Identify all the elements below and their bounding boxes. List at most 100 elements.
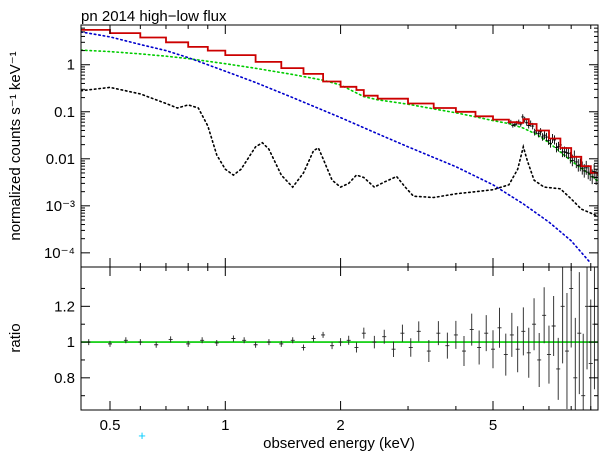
ratio-data-point [484, 315, 489, 352]
ratio-y-axis-label: ratio [7, 323, 24, 352]
x-tick-label: 1 [221, 417, 229, 434]
ratio-data-point [321, 331, 326, 338]
ratio-data-point [408, 338, 413, 357]
spectrum-data-point [584, 160, 588, 175]
ratio-data-point [515, 326, 520, 373]
spectrum-data-point [564, 147, 568, 158]
ratio-y-tick-label: 1 [67, 334, 75, 351]
ratio-data-point [585, 267, 590, 370]
ratio-data-point [382, 329, 387, 344]
ratio-data-point [290, 337, 295, 344]
ratio-data-point [564, 293, 569, 410]
ratio-data-point [453, 320, 458, 349]
ratio-data-point [521, 307, 526, 356]
x-tick-label: 0.5 [100, 417, 121, 434]
spectrum-data-point [545, 132, 549, 142]
ratio-data-point [560, 267, 565, 364]
ratio-data-point [551, 295, 556, 356]
ratio-data-point [346, 335, 351, 345]
ratio-data-point [573, 317, 578, 410]
ratio-data-point [509, 312, 514, 357]
model-curve-3 [81, 86, 598, 218]
spectrum-data-point [541, 133, 545, 141]
spectrum-plot-frame [80, 24, 599, 268]
ratio-data-point [311, 335, 316, 342]
spectrum-y-tick-label: 10⁻⁴ [44, 245, 75, 262]
ratio-data-point [400, 324, 405, 342]
ratio-data-point [138, 339, 143, 346]
ratio-data-point [537, 332, 542, 387]
ratio-data-point [338, 338, 343, 347]
ratio-data-point [581, 333, 586, 410]
ratio-data-point [526, 327, 531, 378]
spectrum-data-point [580, 161, 584, 175]
ratio-panel: 0.8 1 1.2 0.5 1 2 5 ratio observed energy (keV… [7, 266, 599, 452]
chart-title: pn 2014 high−low flux [81, 8, 227, 25]
ratio-data-point [108, 340, 113, 347]
ratio-data-point [577, 272, 582, 395]
ratio-data-point [569, 267, 574, 348]
x-tick-label: 5 [489, 417, 497, 434]
spectrum-y-tick-label: 0.1 [54, 104, 75, 121]
ratio-data-point [154, 341, 159, 348]
ratio-data-point [168, 336, 173, 343]
ratio-data-point [503, 333, 508, 376]
ratio-data-point [372, 335, 377, 349]
ratio-data-point [542, 287, 547, 344]
spectrum-y-tick-label: 10⁻³ [45, 198, 75, 215]
spectrum-data-point [586, 165, 590, 180]
spectrum-data-point [554, 142, 558, 153]
spectrum-data-point [574, 155, 578, 169]
spectrum-data-point [566, 147, 570, 159]
ratio-data-point [330, 342, 335, 350]
ratio-data-point [123, 337, 128, 344]
ratio-data-point [477, 330, 482, 365]
x-axis-label: observed energy (keV) [263, 435, 415, 452]
spectrum-y-tick-label: 0.01 [46, 151, 75, 168]
ratio-data-point [490, 330, 495, 369]
spectrum-data-point [511, 123, 515, 128]
ratio-data-point [214, 339, 219, 346]
ratio-data-point [532, 298, 537, 351]
ratio-data-point [200, 337, 205, 344]
spectrum-y-axis-label: normalized counts s⁻¹ keV⁻¹ [7, 51, 24, 240]
ratio-data-point [231, 335, 236, 342]
ratio-data-point [469, 313, 474, 346]
ratio-data-point [253, 341, 258, 348]
ratio-data-point [301, 344, 306, 351]
ratio-data-point [186, 340, 191, 347]
spectrum-data-point [590, 169, 594, 185]
spectrum-data-point [533, 128, 537, 136]
spectrum-y-tick-label: 1 [67, 57, 75, 74]
spectrum-panel: pn 2014 high−low flux 1 0.1 0.01 10⁻³ 10⁻⁴ n… [7, 8, 599, 268]
ratio-data-point [461, 336, 466, 367]
ratio-data-point [546, 325, 551, 384]
ratio-data-point [445, 332, 450, 359]
ratio-data-point [354, 342, 359, 353]
model-curve-total [81, 29, 598, 176]
ratio-data-point [556, 337, 561, 400]
model-curve-2 [81, 31, 592, 265]
spectrum-data-point [576, 159, 580, 172]
ratio-y-tick-label: 1.2 [54, 298, 75, 315]
spectrum-data-point [552, 135, 556, 145]
spectrum-data-point [525, 119, 529, 126]
model-curve-1 [81, 49, 598, 183]
ratio-data-point [497, 307, 502, 348]
ratio-data-point [436, 321, 441, 346]
ratio-data-point [266, 339, 271, 346]
ratio-data-point [242, 337, 247, 344]
stray-plus-marker: + [138, 428, 146, 443]
ratio-y-tick-label: 0.8 [54, 370, 75, 387]
spectrum-data-point [549, 138, 553, 148]
ratio-plot-frame [80, 266, 599, 411]
ratio-data-point [426, 340, 431, 363]
ratio-data-point [391, 341, 396, 357]
spectrum-data-point [543, 131, 547, 140]
spectrum-data-point [556, 141, 560, 152]
ratio-data-point [416, 321, 421, 342]
spectrum-data-point [539, 128, 543, 136]
ratio-data-point [361, 327, 366, 339]
x-tick-label: 2 [336, 417, 344, 434]
